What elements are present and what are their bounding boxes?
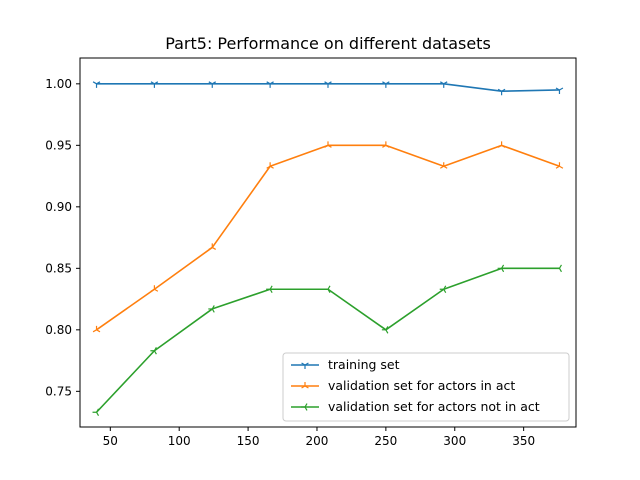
y-tick-label: 1.00 (45, 77, 72, 91)
y-tick-label: 0.95 (45, 138, 72, 152)
data-point (208, 81, 217, 88)
legend-label: training set (328, 357, 400, 372)
x-tick-label: 100 (168, 434, 191, 448)
data-point (497, 264, 505, 273)
y-tick-label: 0.75 (45, 384, 72, 398)
data-point (92, 325, 101, 333)
data-point (555, 264, 562, 273)
x-tick-label: 200 (306, 434, 329, 448)
data-point (324, 285, 331, 294)
legend-box (282, 352, 570, 422)
data-point (439, 285, 447, 293)
data-point (324, 81, 332, 88)
data-point (324, 141, 332, 148)
data-point (150, 346, 157, 355)
x-tick-label: 50 (103, 434, 118, 448)
y-tick-label: 0.80 (45, 323, 72, 337)
legend-swatch-marker (301, 403, 308, 411)
x-tick-label: 300 (443, 434, 466, 448)
y-tick-label: 0.85 (45, 261, 72, 275)
x-tick-label: 350 (512, 434, 535, 448)
data-point (497, 88, 506, 96)
data-point (266, 162, 274, 169)
data-point (208, 305, 215, 313)
x-tick-label: 150 (237, 434, 260, 448)
data-point (439, 81, 448, 88)
data-point (382, 141, 390, 148)
data-point (208, 243, 217, 250)
plot-area: 50 100 150 200 250 300 350 0.75 0.80 0.85 0.90 0.95… (45, 57, 577, 448)
legend-label: validation set for actors not in act (328, 399, 540, 414)
data-point (92, 408, 100, 416)
x-tick-label: 250 (374, 434, 397, 448)
data-point (555, 162, 564, 169)
data-point (150, 285, 159, 292)
series-line-2 (96, 144, 560, 331)
y-tick-label: 0.90 (45, 200, 72, 214)
chart-title: Part5: Performance on different datasets (165, 34, 491, 53)
data-point (381, 326, 389, 334)
legend-label: validation set for actors in act (328, 378, 515, 393)
legend: training set validation set for actors in… (282, 352, 570, 422)
data-point (92, 81, 101, 88)
data-point (266, 81, 274, 88)
data-point (497, 141, 506, 148)
data-point (266, 285, 273, 293)
data-point (382, 81, 390, 88)
axes-frame (79, 57, 577, 428)
data-point (555, 87, 564, 94)
data-point (150, 81, 159, 88)
legend-swatch-marker (301, 382, 309, 389)
data-point (439, 162, 448, 169)
legend-swatch-marker (301, 362, 309, 369)
